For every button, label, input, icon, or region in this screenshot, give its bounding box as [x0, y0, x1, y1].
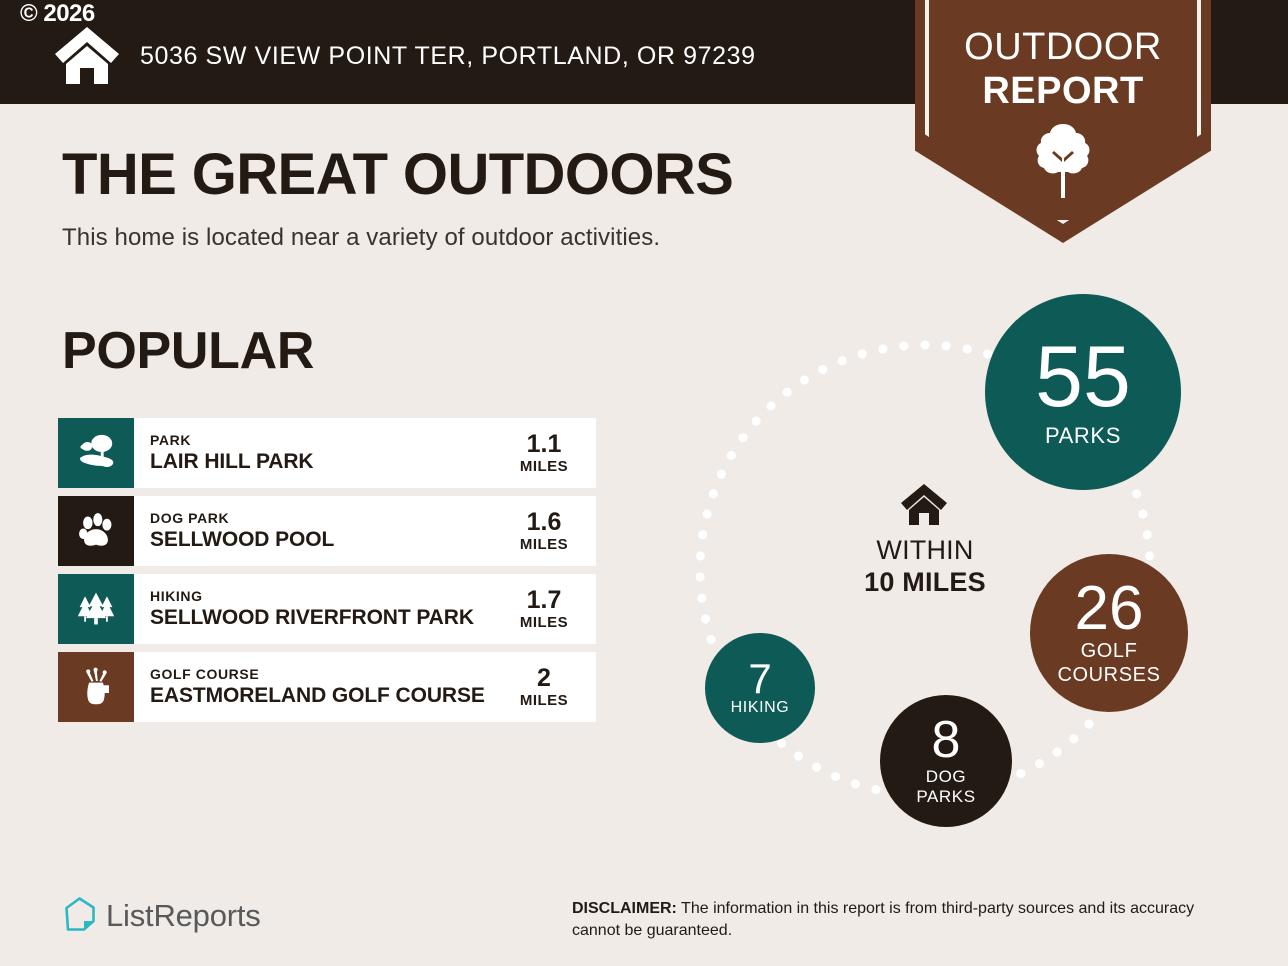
- bubble-golf-label-line1: GOLF: [1080, 640, 1138, 663]
- bubble-golf-courses[interactable]: 26 GOLF COURSES: [1030, 554, 1188, 712]
- list-item-name: EASTMORELAND GOLF COURSE: [150, 683, 485, 707]
- list-item-category: DOG PARK: [150, 510, 230, 527]
- page-title: THE GREAT OUTDOORS: [62, 142, 734, 207]
- page-subtitle: This home is located near a variety of o…: [62, 224, 661, 251]
- bubble-parks[interactable]: 55 PARKS: [985, 294, 1181, 490]
- section-title-popular: POPULAR: [62, 322, 315, 380]
- copyright-label: © 2026: [20, 0, 95, 27]
- list-item[interactable]: PARK LAIR HILL PARK 1.1 MILES: [58, 418, 596, 488]
- bubble-hiking-label: HIKING: [730, 699, 790, 717]
- list-item-unit: MILES: [519, 691, 569, 709]
- list-item[interactable]: GOLF COURSE EASTMORELAND GOLF COURSE 2 M…: [58, 652, 596, 722]
- golf-bag-icon: [58, 652, 134, 722]
- bubble-hiking-value: 7: [748, 655, 772, 703]
- bubble-golf-value: 26: [1074, 573, 1144, 643]
- paw-icon: [58, 496, 134, 566]
- bubble-dog-parks[interactable]: 8 DOG PARKS: [880, 695, 1012, 827]
- home-icon: [53, 24, 121, 86]
- disclaimer-label: DISCLAIMER:: [572, 900, 677, 917]
- list-item-distance: 1.7: [526, 586, 562, 615]
- list-item-unit: MILES: [519, 613, 569, 631]
- list-item-name: SELLWOOD POOL: [150, 527, 335, 551]
- list-item-distance: 2: [537, 664, 551, 693]
- bubble-dog-label-line2: PARKS: [916, 786, 976, 806]
- bubble-hiking[interactable]: 7 HIKING: [705, 633, 815, 743]
- badge-line-1: OUTDOOR: [964, 26, 1162, 68]
- listreports-wordmark: ListReports: [106, 898, 261, 933]
- list-item[interactable]: DOG PARK SELLWOOD POOL 1.6 MILES: [58, 496, 596, 566]
- disclaimer: DISCLAIMER: The information in this repo…: [572, 898, 1232, 941]
- list-item-category: PARK: [150, 432, 192, 449]
- list-item-distance: 1.1: [526, 430, 562, 459]
- home-icon: [900, 482, 948, 526]
- diagram-center-line-1: WITHIN: [876, 535, 974, 565]
- diagram-center-line-2: 10 MILES: [864, 567, 986, 597]
- list-item-name: LAIR HILL PARK: [150, 449, 314, 473]
- list-item-unit: MILES: [519, 457, 569, 475]
- list-item[interactable]: HIKING SELLWOOD RIVERFRONT PARK 1.7 MILE…: [58, 574, 596, 644]
- bubble-dog-label-line1: DOG: [925, 766, 967, 786]
- badge-inner-border: [925, 0, 1201, 224]
- bubble-parks-value: 55: [1035, 328, 1131, 425]
- listreports-house-icon: [62, 896, 98, 932]
- bubble-parks-label: PARKS: [1045, 423, 1121, 449]
- disclaimer-text: The information in this report is from t…: [572, 900, 1195, 939]
- list-item-unit: MILES: [519, 535, 569, 553]
- pine-trees-icon: [58, 574, 134, 644]
- tree-icon: [1030, 122, 1096, 198]
- list-item-distance: 1.6: [526, 508, 562, 537]
- popular-list: PARK LAIR HILL PARK 1.1 MILES DOG PARK S…: [58, 418, 596, 730]
- property-address: 5036 SW VIEW POINT TER, PORTLAND, OR 972…: [140, 42, 756, 70]
- list-item-name: SELLWOOD RIVERFRONT PARK: [150, 605, 474, 629]
- amenity-count-diagram: 55 PARKS 26 GOLF COURSES 8 DOG PARKS 7 H…: [660, 280, 1240, 850]
- badge-line-2: REPORT: [982, 70, 1144, 112]
- list-item-category: GOLF COURSE: [150, 666, 260, 683]
- list-item-category: HIKING: [150, 588, 203, 605]
- bubble-golf-label-line2: COURSES: [1057, 664, 1161, 687]
- bubble-dog-value: 8: [931, 711, 961, 770]
- park-tree-icon: [58, 418, 134, 488]
